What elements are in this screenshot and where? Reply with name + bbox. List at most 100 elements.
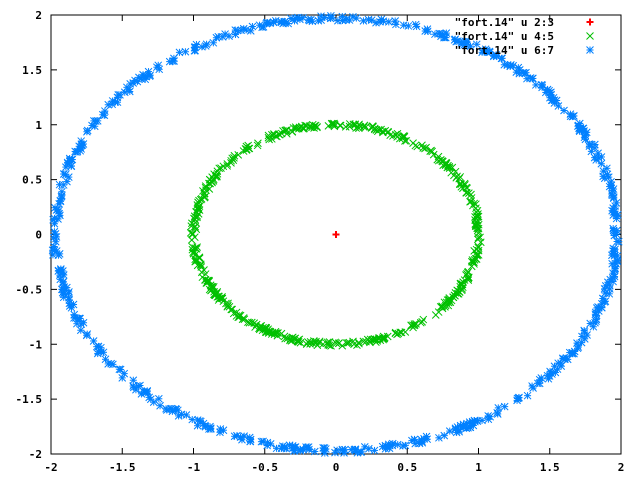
data-point [192, 255, 201, 264]
data-point [253, 141, 262, 150]
x-tick-label: 0.5 [397, 461, 417, 474]
data-point [379, 335, 388, 344]
data-point [277, 329, 286, 338]
data-point [563, 355, 572, 364]
legend-marker [586, 46, 594, 54]
data-point [201, 192, 209, 201]
data-point [409, 323, 417, 332]
data-point [613, 210, 622, 219]
data-point [311, 121, 320, 130]
data-point [583, 331, 591, 339]
data-point [486, 412, 494, 421]
data-point [277, 17, 285, 26]
data-point [349, 120, 358, 129]
data-point [224, 299, 232, 308]
data-point [192, 225, 201, 234]
data-point [364, 15, 373, 24]
data-point [277, 129, 286, 138]
data-point [473, 211, 481, 220]
data-point [189, 249, 198, 258]
data-point [77, 137, 86, 145]
data-point [181, 47, 190, 56]
data-point [201, 422, 210, 431]
data-point [282, 126, 290, 135]
data-point [598, 294, 607, 303]
data-point [471, 220, 480, 228]
data-point [328, 13, 336, 22]
data-point [225, 32, 233, 40]
data-point [296, 445, 305, 454]
data-point [214, 296, 223, 304]
data-point [419, 315, 428, 324]
data-point [59, 271, 68, 279]
data-point [54, 267, 63, 275]
data-point [116, 91, 124, 99]
data-point [339, 446, 347, 455]
data-point [327, 342, 335, 350]
data-point [60, 170, 68, 178]
data-point [230, 151, 239, 160]
data-point [155, 65, 164, 74]
data-point [466, 197, 474, 206]
data-point [238, 315, 247, 324]
series-3 [48, 11, 623, 457]
data-point [330, 120, 339, 129]
data-point [547, 369, 555, 377]
data-point [288, 127, 297, 136]
data-point [341, 122, 350, 131]
data-point [219, 162, 228, 171]
data-point [232, 308, 241, 317]
y-tick-label: 1.5 [22, 64, 42, 77]
data-point [210, 290, 219, 298]
data-point [156, 401, 164, 410]
data-point [360, 121, 369, 130]
data-point [473, 417, 482, 425]
data-point [609, 226, 618, 235]
legend: "fort.14" u 2:3"fort.14" u 4:5"fort.14" … [455, 16, 594, 57]
data-point [431, 30, 439, 39]
data-point [442, 29, 451, 37]
data-point [191, 244, 199, 252]
data-point [118, 374, 127, 382]
data-point [208, 178, 216, 187]
y-tick-label: -2 [29, 448, 42, 461]
data-point [237, 26, 245, 35]
data-point [389, 132, 397, 140]
data-point [493, 410, 502, 418]
data-point [57, 191, 66, 200]
data-point [168, 57, 177, 66]
data-point [263, 438, 272, 447]
data-point [347, 445, 356, 454]
x-tick-label: -0.5 [252, 461, 279, 474]
data-point [242, 145, 251, 154]
data-point [465, 418, 474, 426]
y-tick-label: -1.5 [16, 393, 43, 406]
data-point [393, 440, 402, 449]
data-point [445, 427, 454, 435]
data-point [397, 328, 406, 337]
data-point [470, 199, 479, 208]
data-point [255, 325, 264, 334]
data-point [422, 432, 431, 441]
data-point [194, 199, 203, 207]
data-point [359, 123, 368, 131]
data-point [104, 360, 113, 368]
data-point [236, 311, 245, 320]
data-point [605, 289, 614, 298]
data-point [514, 394, 523, 402]
data-point [218, 294, 227, 303]
data-point [324, 121, 333, 130]
data-point [466, 42, 475, 51]
data-point [554, 102, 563, 110]
data-point [270, 130, 278, 138]
data-point [289, 443, 297, 452]
data-point [353, 448, 362, 457]
data-point [372, 18, 380, 27]
data-point [526, 74, 535, 82]
data-point [454, 286, 462, 295]
data-point [597, 159, 606, 168]
data-point [460, 179, 469, 188]
data-point [188, 415, 197, 424]
data-point [399, 442, 407, 450]
